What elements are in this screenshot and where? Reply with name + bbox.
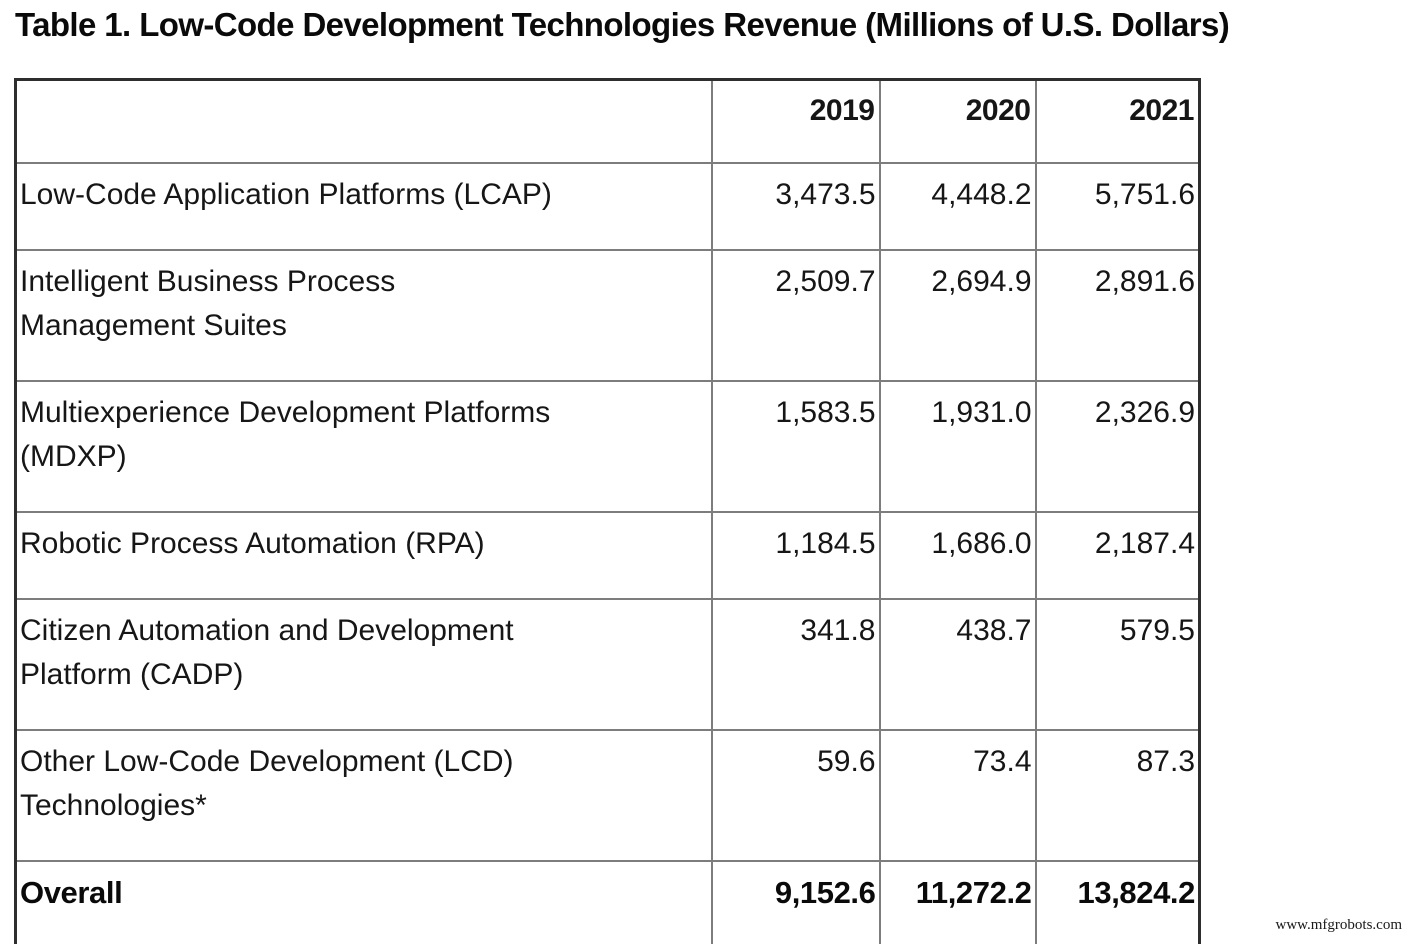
row-label: Low-Code Application Platforms (LCAP) (14, 162, 713, 251)
header-row: 2019 2020 2021 (14, 78, 1201, 164)
row-value-2019: 1,184.5 (710, 511, 881, 600)
row-value-2019: 341.8 (710, 598, 881, 731)
table-row: Robotic Process Automation (RPA) 1,184.5 1… (14, 511, 1201, 600)
overall-row: Overall 9,152.6 11,272.2 13,824.2 (14, 860, 1201, 944)
table-row: Citizen Automation and Development Platf… (14, 598, 1201, 731)
table-row: Multiexperience Development Platforms (M… (14, 380, 1201, 513)
row-label: Robotic Process Automation (RPA) (14, 511, 713, 600)
row-value-2020: 1,931.0 (878, 380, 1037, 513)
row-value-2019: 59.6 (710, 729, 881, 862)
row-value-2019: 2,509.7 (710, 249, 881, 382)
row-value-2021: 87.3 (1034, 729, 1201, 862)
column-header-2020: 2020 (878, 78, 1037, 164)
row-value-2019: 1,583.5 (710, 380, 881, 513)
table-title: Table 1. Low-Code Development Technologi… (15, 6, 1230, 43)
row-label: Intelligent Business Process Management … (14, 249, 713, 382)
row-value-2021: 2,326.9 (1034, 380, 1201, 513)
overall-label: Overall (14, 860, 713, 944)
row-label: Other Low-Code Development (LCD) Technol… (14, 729, 713, 862)
corner-cell (14, 78, 713, 164)
revenue-table: 2019 2020 2021 Low-Code Application Plat… (14, 78, 1201, 944)
row-value-2019: 3,473.5 (710, 162, 881, 251)
row-label: Citizen Automation and Development Platf… (14, 598, 713, 731)
row-value-2021: 2,891.6 (1034, 249, 1201, 382)
row-label: Multiexperience Development Platforms (M… (14, 380, 713, 513)
overall-value-2019: 9,152.6 (710, 860, 881, 944)
row-value-2020: 438.7 (878, 598, 1037, 731)
row-value-2021: 2,187.4 (1034, 511, 1201, 600)
row-value-2020: 1,686.0 (878, 511, 1037, 600)
row-value-2020: 4,448.2 (878, 162, 1037, 251)
row-value-2021: 579.5 (1034, 598, 1201, 731)
column-header-2021: 2021 (1034, 78, 1201, 164)
column-header-2019: 2019 (710, 78, 881, 164)
table-row: Intelligent Business Process Management … (14, 249, 1201, 382)
table-row: Other Low-Code Development (LCD) Technol… (14, 729, 1201, 862)
row-value-2020: 73.4 (878, 729, 1037, 862)
overall-value-2020: 11,272.2 (878, 860, 1037, 944)
watermark: www.mfgrobots.com (1275, 917, 1402, 933)
overall-value-2021: 13,824.2 (1034, 860, 1201, 944)
row-value-2021: 5,751.6 (1034, 162, 1201, 251)
row-value-2020: 2,694.9 (878, 249, 1037, 382)
table-row: Low-Code Application Platforms (LCAP) 3,4… (14, 162, 1201, 251)
table-body: Low-Code Application Platforms (LCAP) 3,4… (14, 162, 1201, 862)
